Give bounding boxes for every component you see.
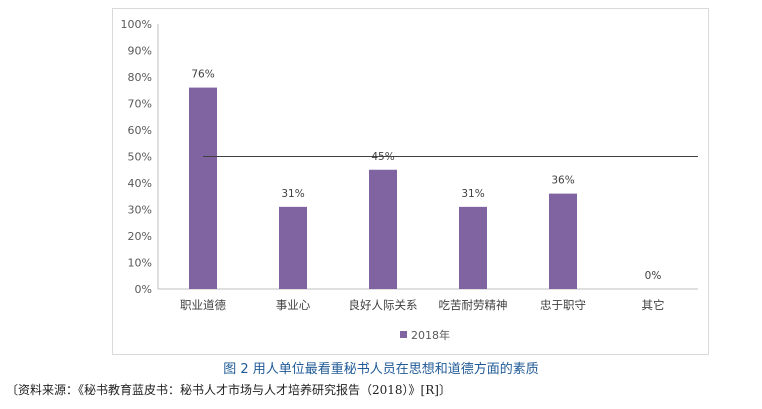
y-tick-label: 80% [128,71,152,84]
bar-chart: 0% 10% 20% 30% 40% 50% 60% 70% 80% 90% 100% 76% 31%… [121,18,698,342]
category-label: 职业道德 [180,298,226,312]
data-label: 36% [551,175,574,187]
bar [549,193,577,289]
y-tick-label: 30% [128,204,152,217]
legend-swatch [400,331,407,338]
category-label: 吃苦耐劳精神 [439,298,508,312]
category-label: 其它 [642,298,665,312]
y-tick-label: 0% [135,283,152,296]
bars [189,87,577,289]
data-label: 0% [645,270,662,282]
bar [189,87,217,289]
legend-label: 2018年 [411,328,450,342]
source-note: 〔资料来源：《秘书教育蓝皮书：秘书人才市场与人才培养研究报告（2018）》[R]… [6,383,451,397]
y-tick-label: 100% [121,18,152,31]
category-labels: 职业道德 事业心 良好人际关系 吃苦耐劳精神 忠于职守 其它 [180,298,665,312]
y-tick-label: 70% [128,98,152,111]
category-label: 事业心 [276,298,311,312]
bar [279,206,307,289]
data-label: 31% [281,188,304,200]
y-tick-label: 60% [128,124,152,137]
y-tick-label: 90% [128,45,152,58]
bar [459,206,487,289]
y-tick-label: 50% [128,151,152,164]
data-label: 45% [371,151,394,163]
y-tick-label: 40% [128,177,152,190]
data-label: 76% [191,69,214,81]
data-labels: 76% 31% 45% 31% 36% 0% [191,69,661,282]
y-axis-ticks: 0% 10% 20% 30% 40% 50% 60% 70% 80% 90% 100% [121,18,152,296]
bar [369,169,397,289]
y-tick-label: 10% [128,257,152,270]
y-tick-label: 20% [128,230,152,243]
category-label: 良好人际关系 [349,298,418,312]
chart-frame: 0% 10% 20% 30% 40% 50% 60% 70% 80% 90% 100% 76% 31%… [112,8,709,355]
data-label: 31% [461,188,484,200]
legend: 2018年 [400,328,450,342]
category-label: 忠于职守 [540,298,586,312]
figure-caption: 图 2 用人单位最看重秘书人员在思想和道德方面的素质 [223,362,539,377]
